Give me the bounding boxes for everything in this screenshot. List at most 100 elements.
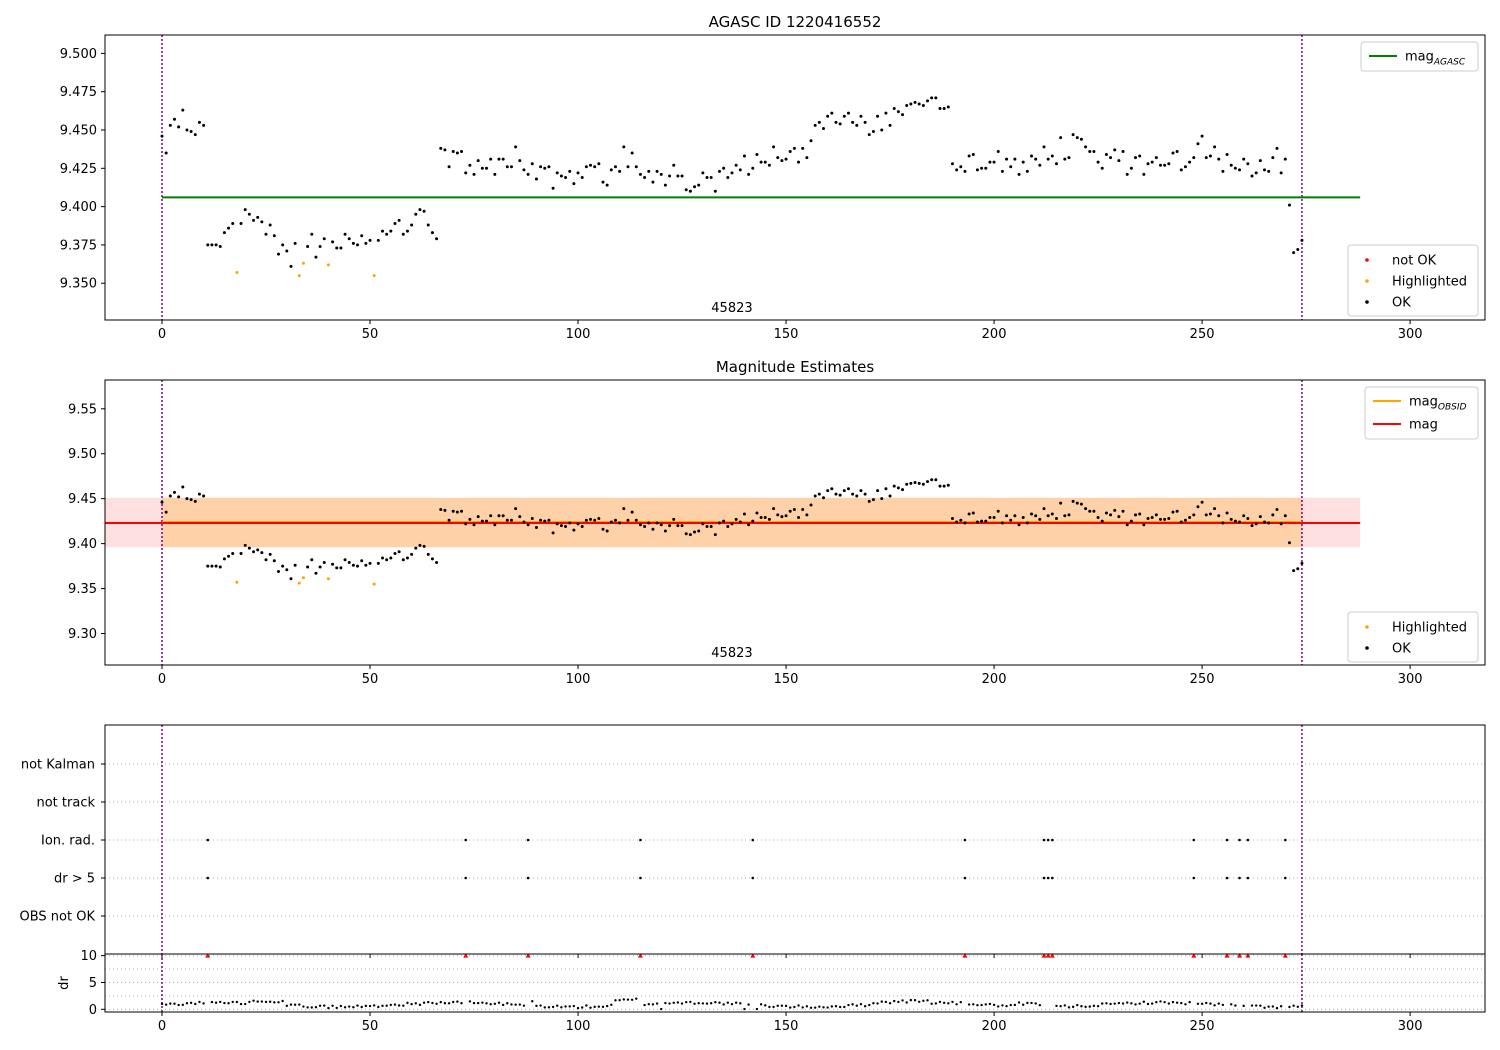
ok-point xyxy=(846,111,850,115)
dr-point xyxy=(1101,1002,1104,1005)
ok-point xyxy=(1213,507,1217,511)
ok-point xyxy=(1221,521,1225,525)
x-tick-label: 0 xyxy=(158,327,166,342)
ok-point xyxy=(1287,203,1291,207)
ok-point xyxy=(285,568,289,572)
ok-point xyxy=(950,162,954,166)
ok-point xyxy=(747,172,751,176)
x-tick-label: 100 xyxy=(566,1019,591,1034)
ok-point xyxy=(876,489,880,493)
ok-point xyxy=(1183,165,1187,169)
ok-point xyxy=(1158,163,1162,167)
ok-point xyxy=(905,103,909,107)
ok-point xyxy=(730,171,734,175)
ok-point xyxy=(788,149,792,153)
ok-point xyxy=(1271,156,1275,160)
ok-point xyxy=(988,160,992,164)
dr-point xyxy=(164,1003,168,1006)
flag-point xyxy=(639,876,642,880)
ok-point xyxy=(418,208,422,212)
ok-point xyxy=(601,527,605,531)
ok-point xyxy=(435,237,439,241)
dr-point xyxy=(655,1002,659,1005)
ok-point xyxy=(926,99,930,103)
ok-point xyxy=(1009,165,1013,169)
ok-point xyxy=(980,166,984,170)
dr-clipped-marker xyxy=(1224,953,1230,958)
dr-point xyxy=(506,1002,509,1005)
dr-point xyxy=(926,999,929,1002)
ok-point xyxy=(971,511,975,515)
ok-point xyxy=(672,517,676,521)
ok-point xyxy=(930,478,934,482)
dr-point xyxy=(1230,1003,1233,1006)
flag-point xyxy=(1192,876,1196,880)
dr-point xyxy=(264,1000,268,1004)
ok-point xyxy=(1038,517,1042,521)
dr-point xyxy=(343,1006,347,1009)
highlighted-point xyxy=(235,580,239,584)
dr-point xyxy=(905,1001,908,1004)
dr-point xyxy=(685,1000,688,1004)
dr-point xyxy=(397,1004,401,1007)
ok-point xyxy=(593,165,597,169)
dr-point xyxy=(252,999,255,1002)
dr-clipped-marker xyxy=(1049,953,1055,958)
dr-point xyxy=(522,1004,526,1007)
ok-point xyxy=(239,221,243,225)
ok-point xyxy=(1254,522,1258,526)
dr-point xyxy=(1021,1003,1025,1006)
ok-point xyxy=(1129,166,1133,170)
dr-point xyxy=(402,1004,405,1007)
dr-point xyxy=(1117,1001,1121,1005)
ok-point xyxy=(821,496,825,500)
ok-point xyxy=(1192,513,1196,517)
ok-point xyxy=(759,516,763,520)
ok-point xyxy=(855,123,859,127)
ok-point xyxy=(1242,157,1246,161)
dr-point xyxy=(893,999,896,1003)
ok-point xyxy=(222,557,226,561)
ok-point xyxy=(576,522,580,526)
ok-point xyxy=(788,509,792,513)
dr-point xyxy=(364,1004,368,1008)
dr-point xyxy=(614,999,617,1002)
ok-point xyxy=(1167,162,1171,166)
ok-point xyxy=(1109,156,1113,160)
ok-point xyxy=(734,517,738,521)
ok-point xyxy=(738,520,742,524)
ok-point xyxy=(1267,169,1271,173)
flag-point xyxy=(1225,838,1229,842)
ok-point xyxy=(867,499,871,503)
ok-point xyxy=(368,238,372,242)
dr-point xyxy=(372,1004,376,1007)
ok-point xyxy=(530,162,534,166)
dr-point xyxy=(493,1002,497,1006)
ok-point xyxy=(905,482,909,486)
dr-point xyxy=(976,1004,979,1007)
ok-point xyxy=(1204,156,1208,160)
y-tick-label: 9.30 xyxy=(68,627,97,642)
dr-point xyxy=(784,1004,788,1008)
ok-point xyxy=(1246,516,1250,520)
ok-point xyxy=(1250,524,1254,528)
dr-point xyxy=(1146,1002,1150,1006)
plot-frame xyxy=(104,379,1486,666)
dr-point xyxy=(422,1001,426,1004)
legend-label: Highlighted xyxy=(1392,621,1467,636)
ok-point xyxy=(193,133,197,137)
ok-point xyxy=(651,527,655,531)
dr-point xyxy=(456,1000,459,1003)
ok-point xyxy=(243,208,247,212)
ok-point xyxy=(655,169,659,173)
dr-point xyxy=(626,998,630,1001)
ok-point xyxy=(609,520,613,524)
dr-point xyxy=(580,1006,584,1009)
legend-marker-swatch xyxy=(1365,625,1369,629)
ok-point xyxy=(967,154,971,158)
dr-point xyxy=(647,1002,650,1006)
ok-point xyxy=(551,531,555,535)
legend-markers: Highlighted OK xyxy=(1347,611,1479,663)
ok-point xyxy=(1238,168,1242,172)
ok-point xyxy=(1092,149,1096,153)
